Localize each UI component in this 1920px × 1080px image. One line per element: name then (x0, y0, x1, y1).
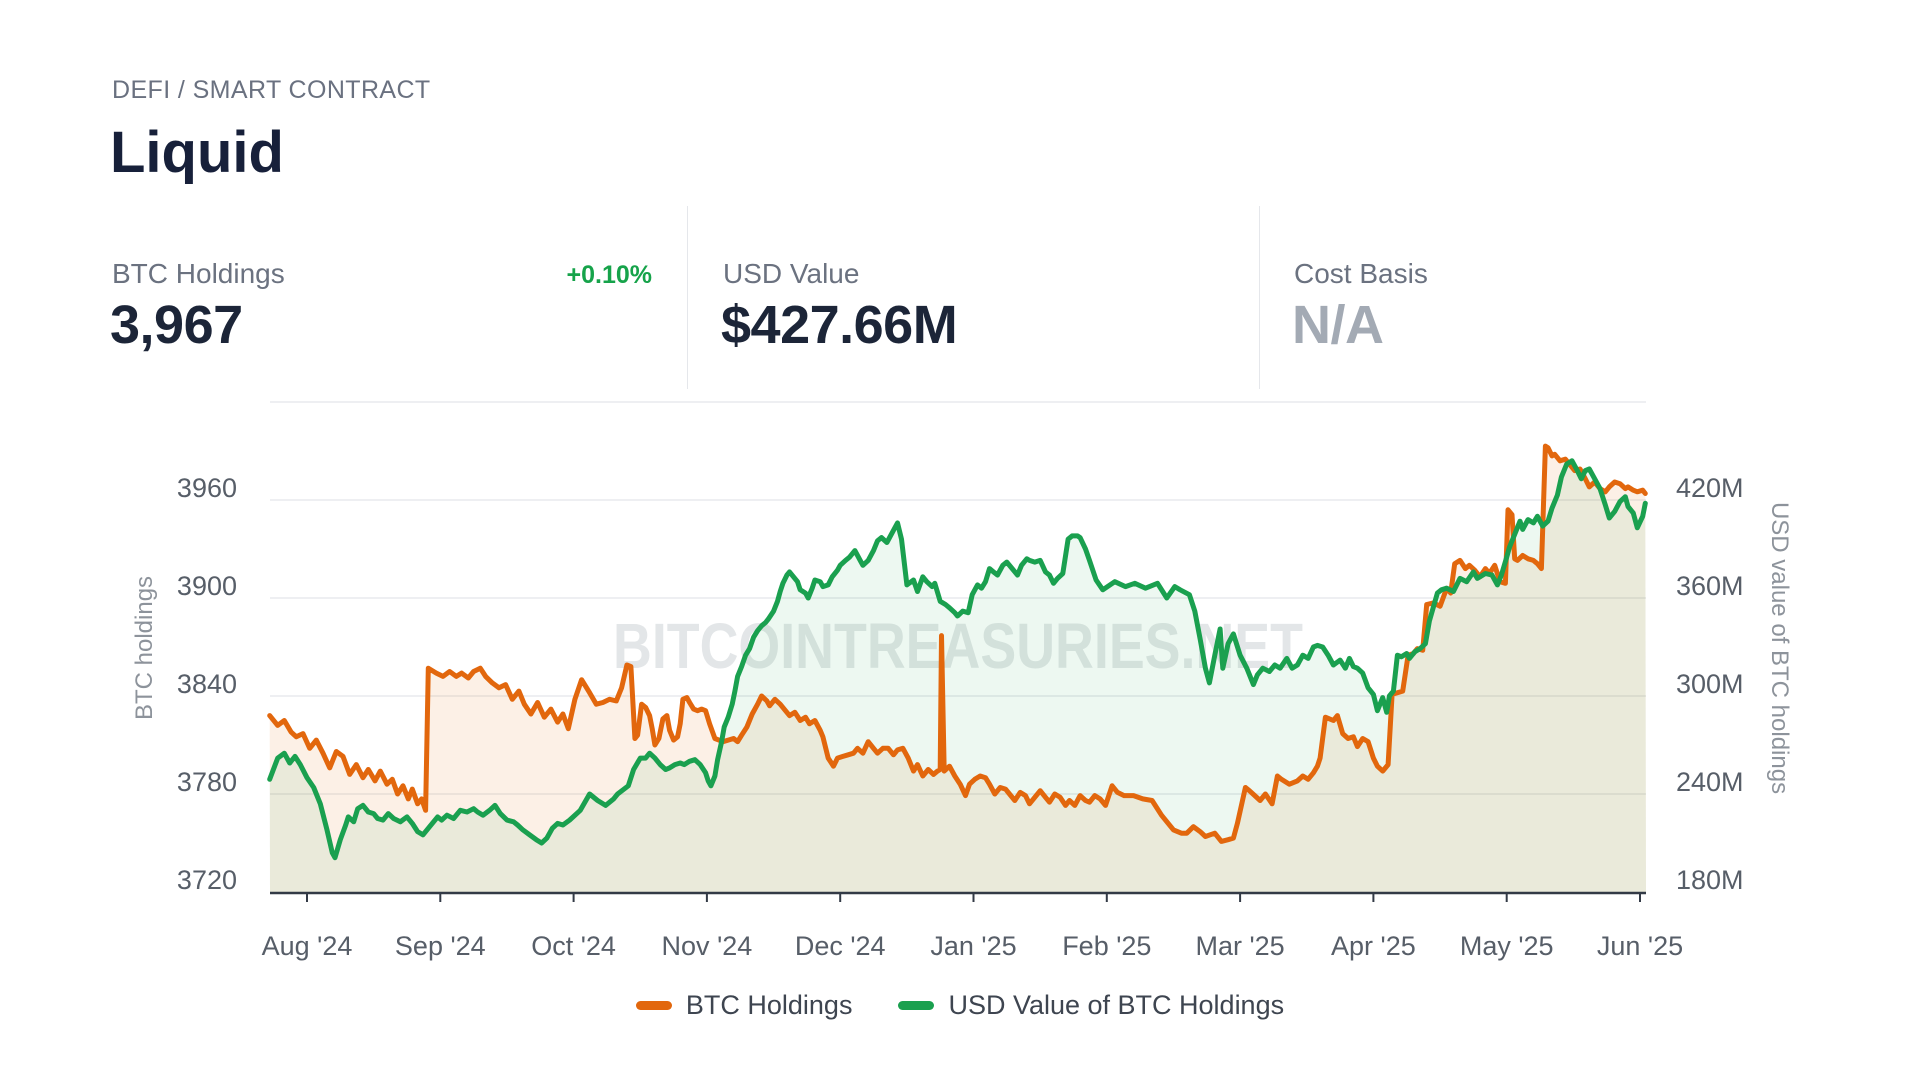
svg-text:420M: 420M (1676, 473, 1744, 503)
legend-label-btc-holdings: BTC Holdings (685, 990, 853, 1020)
stat-label-cost-basis: Cost Basis (1294, 258, 1428, 289)
breadcrumb[interactable]: DEFI / SMART CONTRACT (112, 76, 431, 104)
stat-change-badge: +0.10% (566, 261, 653, 289)
legend-label-usd-value: USD Value of BTC Holdings (948, 990, 1285, 1020)
stat-usd-value: USD Value (723, 258, 1143, 290)
svg-text:Oct '24: Oct '24 (531, 931, 616, 961)
svg-text:Mar '25: Mar '25 (1196, 931, 1285, 961)
svg-text:Apr '25: Apr '25 (1331, 931, 1416, 961)
legend-item-btc-holdings[interactable]: BTC Holdings (635, 990, 853, 1021)
svg-text:Jan '25: Jan '25 (930, 931, 1016, 961)
stat-cost-basis: Cost Basis (1294, 258, 1714, 290)
svg-text:240M: 240M (1676, 767, 1744, 797)
stat-label-usd-value: USD Value (723, 258, 860, 289)
svg-text:Nov '24: Nov '24 (662, 931, 753, 961)
svg-text:Aug '24: Aug '24 (262, 931, 353, 961)
svg-text:3900: 3900 (177, 571, 237, 601)
page-title: Liquid (110, 120, 284, 185)
svg-text:3960: 3960 (177, 473, 237, 503)
stat-value-usd-value: $427.66M (721, 295, 958, 355)
legend-item-usd-value[interactable]: USD Value of BTC Holdings (898, 990, 1284, 1021)
svg-text:Dec '24: Dec '24 (795, 931, 886, 961)
svg-text:USD value of BTC holdings: USD value of BTC holdings (1766, 502, 1793, 794)
svg-text:BITCOINTREASURIES.NET: BITCOINTREASURIES.NET (613, 610, 1303, 682)
svg-text:360M: 360M (1676, 571, 1744, 601)
svg-text:Sep '24: Sep '24 (395, 931, 486, 961)
svg-text:300M: 300M (1676, 669, 1744, 699)
stats-divider (687, 206, 688, 389)
svg-text:BTC holdings: BTC holdings (131, 576, 158, 720)
svg-text:3840: 3840 (177, 669, 237, 699)
svg-text:Feb '25: Feb '25 (1062, 931, 1151, 961)
stat-value-btc-holdings: 3,967 (110, 295, 243, 355)
svg-text:180M: 180M (1676, 865, 1744, 895)
stat-label-btc-holdings: BTC Holdings (112, 258, 285, 289)
svg-text:3720: 3720 (177, 865, 237, 895)
stats-divider (1259, 206, 1260, 389)
svg-text:3780: 3780 (177, 767, 237, 797)
svg-text:May '25: May '25 (1460, 931, 1554, 961)
usd-line-swatch (898, 1001, 935, 1010)
stat-value-cost-basis: N/A (1292, 295, 1384, 355)
chart-legend: BTC Holdings USD Value of BTC Holdings (0, 990, 1920, 1021)
svg-text:Jun '25: Jun '25 (1597, 931, 1683, 961)
stat-btc-holdings: BTC Holdings +0.10% (112, 258, 652, 290)
btc-line-swatch (635, 1001, 672, 1010)
